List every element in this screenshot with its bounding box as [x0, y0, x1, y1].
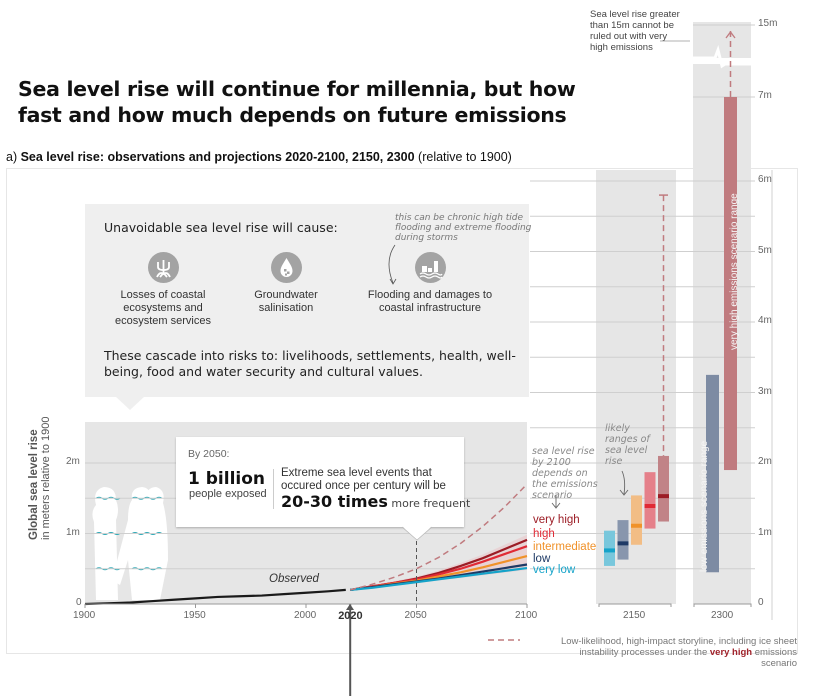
legend-bold: very high [709, 647, 753, 658]
y-tick-label-2m: 2m [66, 456, 80, 467]
subtitle-prefix: a) [6, 150, 21, 164]
right-y-tick-label-6m: 6m [758, 174, 772, 185]
water-drop-salt-icon [270, 252, 302, 283]
y-axis-label: Global sea level rise in meters relative… [28, 416, 52, 540]
range-bar-2150 [617, 520, 629, 560]
impact-flooding-label: Flooding and damages to coastal infrastr… [367, 289, 493, 314]
callout-note: this can be chronic high tide flooding a… [395, 213, 532, 243]
impact-groundwater: Groundwater salinisation [241, 252, 331, 315]
impact-flooding: Flooding and damages to coastal infrastr… [365, 252, 495, 315]
x-tick-label-1900: 1900 [73, 610, 96, 621]
depends-arrow [551, 495, 561, 509]
label-very-low: very low [533, 564, 576, 576]
right-y-tick-label-4m: 4m [758, 315, 772, 326]
impact-ecosystems: Losses of coastal ecosystems and ecosyst… [108, 252, 218, 328]
by-2050-label: By 2050: [188, 448, 230, 460]
observed-label: Observed [269, 573, 319, 585]
billion-figure: 1 billion [188, 469, 266, 489]
right-y-tick-label-7m: 7m [758, 90, 772, 101]
chart-frame [6, 168, 798, 654]
likely-arrow [619, 470, 629, 496]
median-marker-2150 [631, 523, 642, 528]
person-silhouette [92, 487, 118, 600]
axis-break-zigzag [693, 44, 751, 69]
callout-pointer [115, 396, 145, 410]
cascade-text: These cascade into risks to: livelihoods… [104, 348, 516, 379]
x-tick-label-2100: 2100 [515, 610, 538, 621]
median-marker-2150 [658, 494, 669, 499]
note-arrow [388, 244, 397, 285]
y-tick-label-1m: 1m [66, 526, 80, 538]
y-axis-title: Global sea level rise [28, 429, 40, 540]
subtitle-suffix: (relative to 1900) [414, 150, 512, 164]
right-y-tick-label-15m: 15m [758, 18, 778, 29]
range-bar-2150 [644, 472, 656, 529]
right-y-tick-label-0: 0 [758, 597, 764, 608]
median-marker-2150 [604, 548, 615, 553]
flooded-infrastructure-icon [414, 252, 446, 283]
impact-ecosystems-label: Losses of coastal ecosystems and ecosyst… [115, 289, 211, 327]
series-line-observed [84, 588, 346, 606]
page-title: Sea level rise will continue for millenn… [18, 77, 576, 127]
frequency-suffix: more frequent [387, 497, 471, 510]
label-high: high [533, 528, 555, 540]
extreme-events-text: Extreme sea level events that occured on… [281, 467, 446, 492]
frequency-text: 20-30 times more frequent [281, 492, 470, 511]
panel-2300-bg [693, 22, 751, 604]
y-tick-label-0: 0 [76, 597, 82, 608]
right-y-tick-label-3m: 3m [758, 385, 772, 397]
axis-break-gap [690, 58, 758, 64]
range-bar-2150 [631, 495, 642, 545]
billion-caption: people exposed [189, 488, 267, 500]
by-2050-callout [176, 437, 464, 527]
range-bar-2300-low [706, 374, 719, 573]
x-axis-2150 [598, 603, 672, 607]
likely-annotation: likely ranges of sea level rise [605, 423, 650, 467]
frequency-figure: 20-30 times [281, 492, 388, 511]
median-marker-2150 [644, 504, 656, 509]
storyline-2300-arrow [725, 30, 736, 39]
label-very-high: very high [533, 514, 580, 526]
panel-subtitle: a) Sea level rise: observations and proj… [6, 150, 512, 164]
range-bar-2150 [604, 530, 615, 566]
x-tick-label-2050: 2050 [404, 610, 427, 621]
right-y-tick-label-2m: 2m [758, 456, 772, 467]
depends-annotation: sea level rise by 2100 depends on the em… [532, 446, 598, 501]
impact-groundwater-label: Groundwater salinisation [254, 289, 318, 314]
range-bar-2300-very-high [724, 97, 737, 471]
right-y-tick-label-1m: 1m [758, 526, 772, 538]
person-silhouette [140, 487, 168, 600]
impacts-callout [85, 204, 529, 397]
legend-prefix: Low-likelihood, high-impact storyline, i… [560, 636, 797, 658]
legend-suffix: emissions scenario [752, 647, 797, 669]
y-axis-subtitle: in meters relative to 1900 [40, 416, 52, 540]
median-marker-2150 [617, 541, 629, 546]
x-tick-label-2150: 2150 [623, 610, 646, 621]
range-bar-2150 [658, 455, 669, 522]
storyline-legend: Low-likelihood, high-impact storyline, i… [552, 636, 797, 669]
x-axis-2300 [693, 603, 752, 607]
x-tick-label-2300: 2300 [711, 610, 734, 621]
x-tick-label-2000: 2000 [294, 610, 317, 621]
storyline-line [350, 483, 528, 591]
very-high-emissions-range-label: very high emissions scenario range [729, 193, 740, 350]
by-2050-divider [273, 469, 274, 509]
x-tick-label-1950: 1950 [183, 610, 206, 621]
label-low: low [533, 553, 551, 565]
by-2050-pointer [402, 526, 432, 541]
arrow-2020 [346, 604, 354, 610]
subtitle-bold: Sea level rise: observations and project… [20, 150, 415, 164]
mangrove-roots-icon [147, 252, 179, 283]
label-intermediate: intermediate [533, 541, 597, 553]
low-emissions-range-label: low emissions scenario range [699, 440, 710, 572]
series-line-very-low [350, 566, 528, 591]
x-tick-label-2020: 2020 [338, 610, 363, 622]
right-y-tick-label-5m: 5m [758, 244, 772, 256]
top-note: Sea level rise greater than 15m cannot b… [590, 9, 680, 53]
callout-heading: Unavoidable sea level rise will cause: [104, 220, 338, 235]
